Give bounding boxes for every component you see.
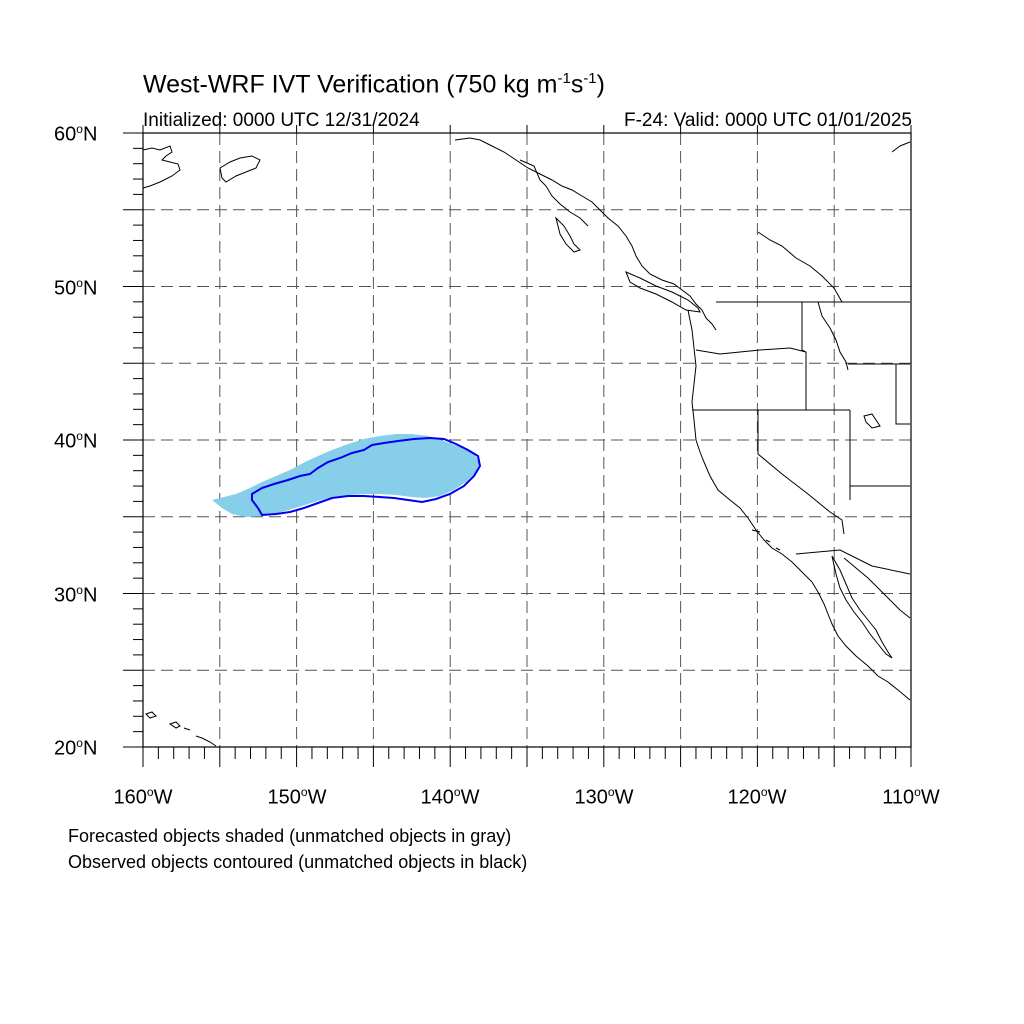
lon-label-140w: 140oW <box>420 785 480 809</box>
wyoming-border <box>848 363 910 425</box>
gulf-of-alaska-coast <box>454 137 717 331</box>
idaho-border <box>801 302 807 410</box>
coastlines <box>142 137 911 747</box>
california-nevada-border <box>757 410 845 535</box>
lat-label-50: 50oN <box>54 276 98 300</box>
hawaii-islands <box>145 711 217 747</box>
valid-time: F-24: Valid: 0000 UTC 01/01/2025 <box>624 110 912 131</box>
graticule-grid <box>143 133 911 747</box>
kodiak-coast <box>219 155 261 183</box>
map-frame <box>142 132 912 748</box>
lat-label-30: 30oN <box>54 583 98 607</box>
lon-label-120w: 120oW <box>727 785 787 809</box>
initialized-time: Initialized: 0000 UTC 12/31/2024 <box>143 110 420 131</box>
lat-label-20: 20oN <box>54 736 98 760</box>
forecast-ivt-object <box>212 434 480 517</box>
vancouver-island <box>625 271 701 313</box>
lon-label-110w: 110oW <box>882 785 940 809</box>
map-title: West-WRF IVT Verification (750 kg m-1s-1… <box>143 70 605 99</box>
title-exponent-2: -1 <box>583 70 597 87</box>
lon-label-160w: 160oW <box>113 785 173 809</box>
lon-label-150w: 150oW <box>267 785 327 809</box>
alaska-panhandle-islands <box>519 159 589 227</box>
haida-gwaii <box>555 216 581 253</box>
channel-islands <box>751 529 781 551</box>
political-boundaries <box>692 141 911 575</box>
title-unit-s: s <box>570 70 584 99</box>
lat-label-40: 40oN <box>54 429 98 453</box>
us-west-coast <box>687 309 911 701</box>
observed-ivt-contour <box>251 436 482 517</box>
montana-idaho-border <box>817 301 849 371</box>
title-exponent-1: -1 <box>557 70 571 87</box>
alaska-coast-west <box>142 145 181 189</box>
canada-interior <box>757 231 843 303</box>
great-salt-lake <box>863 413 881 429</box>
hudson-coast-fragment <box>891 141 911 153</box>
title-close: ) <box>596 70 605 99</box>
lat-label-60: 60oN <box>54 122 98 146</box>
us-mexico-border <box>795 549 911 575</box>
lon-label-130w: 130oW <box>574 785 634 809</box>
gulf-of-california-coast <box>843 557 911 619</box>
baja-peninsula <box>831 555 893 659</box>
oregon-washington-border <box>695 347 807 355</box>
caption-forecast: Forecasted objects shaded (unmatched obj… <box>68 826 512 846</box>
caption-observed: Observed objects contoured (unmatched ob… <box>68 852 528 872</box>
axis-ticks <box>123 125 912 767</box>
title-text: West-WRF IVT Verification (750 kg m <box>143 70 558 99</box>
